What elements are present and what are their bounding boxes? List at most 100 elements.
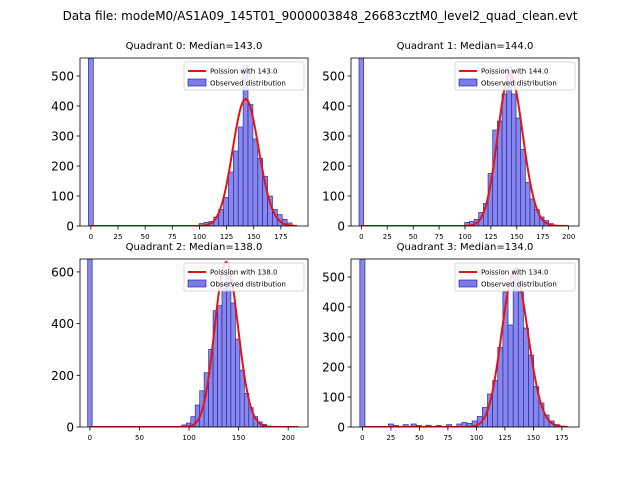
x-tick-label: 25 bbox=[386, 434, 395, 442]
legend-hist-label: Observed distribution bbox=[481, 80, 557, 88]
x-tick-label: 100 bbox=[458, 233, 471, 241]
axes-frame bbox=[79, 258, 309, 428]
y-tick-label: 200 bbox=[322, 160, 345, 174]
legend-hist-swatch bbox=[187, 78, 207, 87]
x-tick-label: 75 bbox=[435, 233, 444, 241]
x-tick-label: 25 bbox=[114, 233, 123, 241]
x-tick-label: 50 bbox=[141, 233, 150, 241]
legend: Poission with 143.0 Observed distribution bbox=[183, 61, 305, 91]
histogram-bar bbox=[237, 126, 244, 226]
y-tick-label: 200 bbox=[322, 361, 345, 375]
x-tick-label: 75 bbox=[443, 434, 452, 442]
x-tick-label: 150 bbox=[232, 434, 245, 442]
legend-curve-label: Poission with 144.0 bbox=[481, 68, 549, 76]
histogram-bar bbox=[226, 268, 232, 427]
x-tick-label: 100 bbox=[470, 434, 483, 442]
histogram-bar bbox=[228, 171, 234, 226]
subplot-title: Quadrant 1: Median=144.0 bbox=[397, 41, 534, 52]
histogram-bar bbox=[252, 138, 259, 226]
legend: Poission with 134.0 Observed distribution bbox=[454, 262, 576, 292]
histogram-bar bbox=[506, 66, 512, 226]
histogram-bar bbox=[523, 327, 529, 427]
x-tick-label: 0 bbox=[359, 233, 363, 241]
axes-frame bbox=[350, 258, 580, 428]
x-tick-label: 150 bbox=[527, 434, 540, 442]
legend-hist-swatch bbox=[458, 279, 478, 288]
x-tick-label: 100 bbox=[182, 434, 195, 442]
y-tick-label: 300 bbox=[322, 130, 345, 144]
subplot-title: Quadrant 2: Median=138.0 bbox=[126, 242, 263, 253]
histogram-bar bbox=[358, 58, 365, 226]
x-tick-label: 0 bbox=[360, 434, 364, 442]
y-tick-label: 100 bbox=[51, 190, 74, 204]
x-tick-label: 150 bbox=[510, 233, 523, 241]
legend-box bbox=[454, 262, 576, 292]
histogram-bar bbox=[512, 267, 519, 427]
x-tick-label: 100 bbox=[193, 233, 206, 241]
y-tick-label: 400 bbox=[51, 317, 74, 331]
legend-hist-label: Observed distribution bbox=[210, 80, 286, 88]
legend-hist-label: Observed distribution bbox=[481, 281, 557, 289]
histogram-bar bbox=[223, 197, 229, 226]
histogram-bar bbox=[520, 149, 526, 226]
x-tick-label: 125 bbox=[498, 434, 511, 442]
histogram-bar bbox=[230, 302, 236, 427]
quadrant-panel-3: 0 25 50 75 100 125 150 175 0 100 200 300 400 500 Quadr… bbox=[322, 242, 580, 442]
histogram-bar bbox=[221, 288, 227, 427]
x-tick-label: 50 bbox=[409, 233, 418, 241]
histogram-bar bbox=[507, 324, 514, 427]
poisson-curve bbox=[89, 261, 299, 427]
y-tick-label: 500 bbox=[322, 271, 345, 285]
histogram-bar bbox=[517, 291, 524, 427]
y-tick-label: 300 bbox=[51, 130, 74, 144]
subplot-title: Quadrant 0: Median=143.0 bbox=[126, 41, 263, 52]
histogram-bar bbox=[402, 424, 409, 427]
quadrant-panel-1: 0 25 50 75 100 125 150 175 200 0 100 200 300 400 500 Qu… bbox=[322, 41, 580, 241]
histogram-bar bbox=[515, 117, 522, 226]
y-tick-label: 300 bbox=[322, 331, 345, 345]
x-tick-label: 0 bbox=[89, 233, 93, 241]
legend-box bbox=[454, 61, 576, 91]
histogram-bar bbox=[88, 58, 94, 226]
histogram-bars bbox=[358, 58, 554, 226]
x-tick-label: 75 bbox=[168, 233, 177, 241]
histogram-bar bbox=[511, 93, 517, 226]
histogram-bar bbox=[359, 259, 366, 427]
legend-curve-label: Poission with 138.0 bbox=[210, 269, 278, 277]
y-tick-label: 0 bbox=[337, 220, 345, 234]
histogram-bar bbox=[217, 305, 223, 427]
x-tick-label: 50 bbox=[415, 434, 424, 442]
y-tick-label: 600 bbox=[51, 265, 74, 279]
x-tick-label: 0 bbox=[88, 434, 92, 442]
axes-frame bbox=[79, 57, 309, 227]
histogram-bar bbox=[247, 104, 254, 226]
histogram-bar bbox=[235, 338, 241, 427]
y-tick-label: 100 bbox=[322, 190, 345, 204]
legend: Poission with 138.0 Observed distribution bbox=[183, 262, 305, 292]
y-tick-label: 100 bbox=[322, 391, 345, 405]
histogram-bar bbox=[525, 182, 531, 226]
legend-hist-swatch bbox=[187, 279, 207, 288]
legend-curve-label: Poission with 143.0 bbox=[210, 68, 278, 76]
legend-hist-label: Observed distribution bbox=[210, 281, 286, 289]
histogram-bar bbox=[87, 259, 93, 427]
quadrant-panel-0: 0 25 50 75 100 125 150 175 0 100 200 300 400 500 Quadr… bbox=[51, 41, 309, 241]
histogram-bar bbox=[239, 369, 245, 427]
x-tick-label: 175 bbox=[536, 233, 549, 241]
legend-hist-swatch bbox=[458, 78, 478, 87]
x-tick-label: 150 bbox=[247, 233, 260, 241]
x-tick-label: 50 bbox=[135, 434, 144, 442]
histogram-bar bbox=[501, 93, 508, 226]
subplot-title: Quadrant 3: Median=134.0 bbox=[397, 242, 534, 253]
poisson-curve bbox=[361, 73, 569, 226]
y-tick-label: 400 bbox=[322, 301, 345, 315]
y-tick-label: 400 bbox=[51, 100, 74, 114]
y-tick-label: 200 bbox=[51, 160, 74, 174]
histogram-bar bbox=[446, 424, 452, 427]
y-tick-label: 0 bbox=[337, 421, 345, 435]
y-tick-label: 0 bbox=[66, 421, 74, 435]
histogram-bar bbox=[233, 150, 239, 226]
y-tick-label: 400 bbox=[322, 100, 345, 114]
x-tick-label: 200 bbox=[281, 434, 294, 442]
